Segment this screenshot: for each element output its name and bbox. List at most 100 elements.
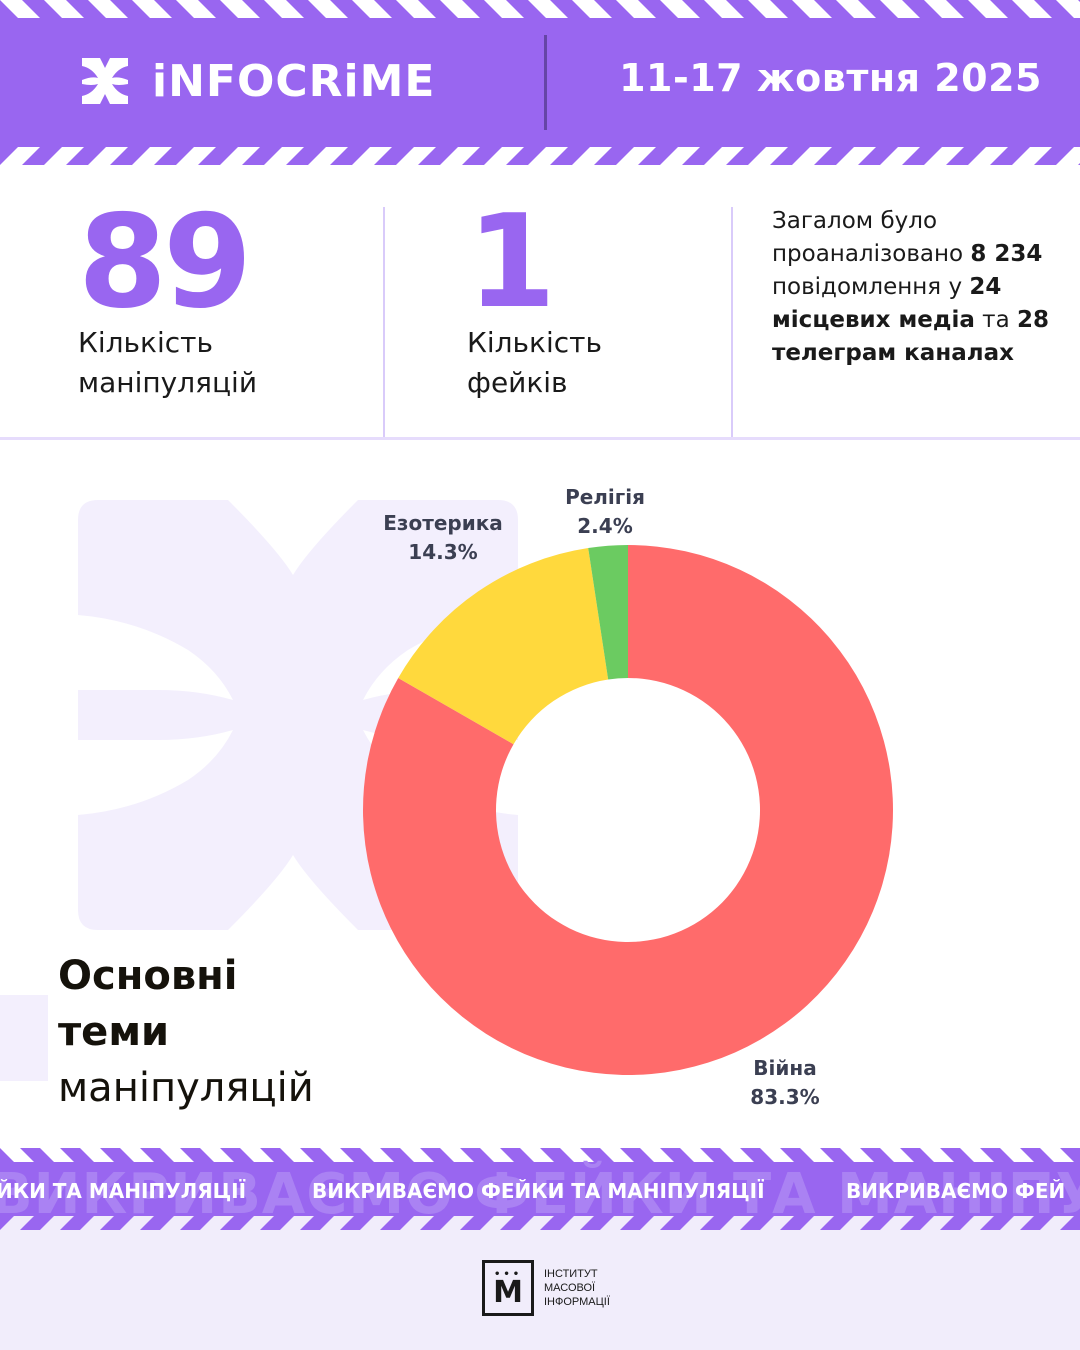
section-title: Основні теми маніпуляцій (58, 948, 314, 1116)
donut-slice-3 (588, 545, 628, 680)
zigzag-segment (480, 1216, 514, 1230)
zigzag-segment (280, 1148, 314, 1162)
zigzag-segment (1040, 1216, 1074, 1230)
zigzag-segment (572, 0, 612, 18)
zigzag-segment (360, 1148, 394, 1162)
themes-donut-chart: Війна 83.3% Езотерика 14.3% Релігія 2.4% (0, 440, 1080, 1150)
zigzag-segment (0, 1216, 34, 1230)
zigzag-segment (616, 147, 656, 165)
zigzag-segment (680, 1216, 714, 1230)
zigzag-segment (704, 147, 744, 165)
zigzag-segment (176, 147, 216, 165)
zigzag-segment (528, 0, 568, 18)
zigzag-segment (1012, 0, 1052, 18)
zigzag-segment (760, 1148, 794, 1162)
band-slogan-left: ЙКИ ТА МАНІПУЛЯЦІЇ (0, 1179, 247, 1203)
zigzag-segment (920, 1148, 954, 1162)
zigzag-segment (200, 1216, 234, 1230)
zigzag-segment (600, 1216, 634, 1230)
zigzag-segment (320, 1216, 354, 1230)
zigzag-segment (1000, 1216, 1034, 1230)
imi-dots-icon: ••• (494, 1269, 523, 1280)
zigzag-segment (1000, 1148, 1034, 1162)
imi-mark-icon: ••• М (482, 1260, 534, 1316)
zigzag-segment (968, 147, 1008, 165)
zigzag-segment (80, 1148, 114, 1162)
zigzag-segment (560, 1216, 594, 1230)
slice-label-2: Езотерика (383, 511, 503, 535)
slice-value-3: 2.4% (577, 514, 632, 538)
zigzag-segment (132, 147, 172, 165)
zigzag-segment (924, 147, 964, 165)
band-slogan-center: ВИКРИВАЄМО ФЕЙКИ ТА МАНІПУЛЯЦІЇ (312, 1179, 765, 1203)
zigzag-segment (660, 0, 700, 18)
imi-name-line2: МАСОВОЇ (544, 1282, 596, 1294)
zigzag-segment (968, 0, 1008, 18)
zigzag-segment (600, 1148, 634, 1162)
zigzag-segment (1012, 147, 1052, 165)
zigzag-segment (704, 0, 744, 18)
zigzag-segment (264, 0, 304, 18)
zigzag-segment (924, 0, 964, 18)
zigzag-segment (748, 147, 788, 165)
slice-label-1: Війна (753, 1056, 816, 1080)
zigzag-segment (484, 0, 524, 18)
header-top-zigzag (0, 0, 1080, 18)
zigzag-segment (880, 147, 920, 165)
zigzag-segment (220, 147, 260, 165)
manipulations-label-line2: маніпуляцій (78, 366, 258, 399)
manipulations-label: Кількість маніпуляцій (78, 323, 257, 403)
zigzag-segment (160, 1148, 194, 1162)
imi-name-line1: ІНСТИТУТ (544, 1268, 598, 1280)
zigzag-segment (176, 0, 216, 18)
zigzag-segment (720, 1148, 754, 1162)
zigzag-segment (0, 1148, 34, 1162)
zigzag-segment (440, 1148, 474, 1162)
band-top-zigzag (0, 1148, 1074, 1162)
zigzag-segment (240, 1148, 274, 1162)
zigzag-segment (960, 1216, 994, 1230)
summary-part2: повідомлення у (772, 274, 970, 300)
zigzag-segment (400, 1148, 434, 1162)
zigzag-segment (120, 1216, 154, 1230)
header-bar: iNFOCRiME 11-17 жовтня 2025 (0, 0, 1080, 165)
zigzag-segment (880, 1148, 914, 1162)
zigzag-segment (792, 147, 832, 165)
zigzag-segment (640, 1216, 674, 1230)
zigzag-segment (120, 1148, 154, 1162)
zigzag-segment (132, 0, 172, 18)
fakes-count: 1 (467, 188, 556, 337)
zigzag-segment (520, 1216, 554, 1230)
zigzag-segment (480, 1148, 514, 1162)
summary-part3: та (974, 307, 1017, 333)
zigzag-segment (160, 1216, 194, 1230)
header-divider (544, 35, 547, 130)
zigzag-segment (44, 0, 84, 18)
zigzag-segment (400, 1216, 434, 1230)
band-bottom-zigzag (0, 1216, 1074, 1230)
zigzag-segment (396, 147, 436, 165)
zigzag-segment (748, 0, 788, 18)
zigzag-segment (200, 1148, 234, 1162)
background-block (0, 995, 48, 1081)
zigzag-segment (720, 1216, 754, 1230)
brand-logo[interactable]: iNFOCRiME (78, 54, 435, 108)
zigzag-segment (0, 0, 40, 18)
zigzag-segment (40, 1216, 74, 1230)
zigzag-segment (360, 1216, 394, 1230)
zigzag-segment (660, 147, 700, 165)
zigzag-segment (920, 1216, 954, 1230)
zigzag-segment (220, 0, 260, 18)
summary-media: 24 місцевих медіа (772, 274, 1002, 333)
imi-logo[interactable]: ••• М ІНСТИТУТ МАСОВОЇ ІНФОРМАЦІЇ (482, 1260, 610, 1316)
stats-row: 89 Кількість маніпуляцій 1 Кількість фей… (0, 165, 1080, 440)
zigzag-segment (1056, 147, 1080, 165)
zigzag-segment (840, 1216, 874, 1230)
slice-value-1: 83.3% (750, 1085, 819, 1109)
section-title-line1: Основні (58, 953, 238, 999)
zigzag-segment (88, 0, 128, 18)
zigzag-segment (280, 1216, 314, 1230)
section-title-line3: маніпуляцій (58, 1065, 314, 1111)
zigzag-segment (560, 1148, 594, 1162)
imi-name: ІНСТИТУТ МАСОВОЇ ІНФОРМАЦІЇ (544, 1267, 610, 1309)
